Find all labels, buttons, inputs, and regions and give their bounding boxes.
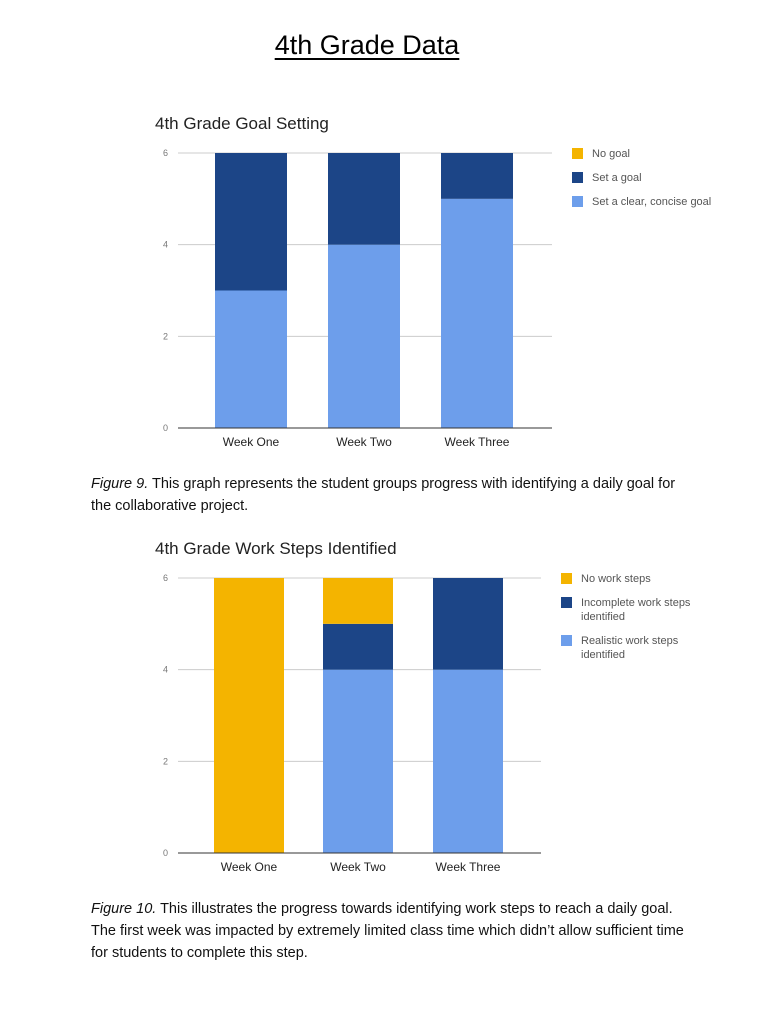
legend-item: No work steps [561,572,711,586]
y-tick-label: 4 [163,240,168,250]
legend-item: Realistic work steps identified [561,634,711,662]
y-tick-label: 0 [163,423,168,433]
bar-segment-week-one [214,578,284,853]
legend-item: Set a clear, concise goal [572,195,742,209]
y-tick-label: 2 [163,756,168,766]
bar-segment-week-three [433,578,503,670]
chart-title-goal-setting: 4th Grade Goal Setting [155,114,329,133]
legend-swatch [561,573,572,584]
bar-segment-week-two [323,669,393,853]
legend-swatch [561,635,572,646]
legend-swatch [572,148,583,159]
chart-title-work-steps: 4th Grade Work Steps Identified [155,539,397,558]
work-steps-chart: 0 2 4 6 Week One Week Two Week Three [163,573,541,874]
y-tick-label: 0 [163,848,168,858]
y-tick-label: 4 [163,665,168,675]
bar-segment-week-two [323,578,393,624]
figure-9-text: This graph represents the student groups… [91,476,676,514]
figure-10-text: This illustrates the progress towards id… [91,901,684,961]
figure-10-label: Figure 10. [91,901,157,917]
legend-swatch [572,172,583,183]
bar-segment-week-two [328,153,400,245]
x-tick-label: Week Two [336,435,392,449]
x-tick-label: Week Three [436,860,501,874]
x-tick-label: Week Three [445,435,510,449]
legend-label: Set a clear, concise goal [592,196,712,208]
work-steps-legend: No work steps Incomplete work steps ident… [561,572,711,672]
y-tick-label: 6 [163,148,168,158]
legend-label: Incomplete work steps identified [581,597,691,623]
x-tick-label: Week Two [330,860,386,874]
legend-label: No goal [592,148,630,160]
legend-swatch [572,196,583,207]
bar-segment-week-two [328,244,400,428]
x-tick-label: Week One [221,860,278,874]
figure-9-label: Figure 9. [91,476,149,492]
bar-segment-week-one [215,153,287,291]
bar-segment-week-three [441,153,513,199]
y-tick-label: 6 [163,573,168,583]
bar-segment-week-one [215,290,287,428]
bar-segment-week-two [323,623,393,670]
legend-label: Set a goal [592,172,642,184]
legend-item: No goal [572,147,742,161]
goal-setting-chart: 0 2 4 6 Week One Week Two Week Three [163,148,552,449]
goal-setting-legend: No goal Set a goal Set a clear, concise go… [572,147,742,219]
y-tick-label: 2 [163,331,168,341]
legend-item: Set a goal [572,171,742,185]
figure-9-caption: Figure 9. This graph represents the stud… [91,473,691,517]
legend-label: No work steps [581,573,651,585]
figure-10-caption: Figure 10. This illustrates the progress… [91,898,691,964]
legend-item: Incomplete work steps identified [561,596,711,624]
bar-segment-week-three [433,669,503,853]
bar-segment-week-three [441,198,513,428]
page-title: 4th Grade Data [274,30,460,60]
legend-label: Realistic work steps identified [581,635,679,661]
legend-swatch [561,597,572,608]
x-tick-label: Week One [223,435,280,449]
